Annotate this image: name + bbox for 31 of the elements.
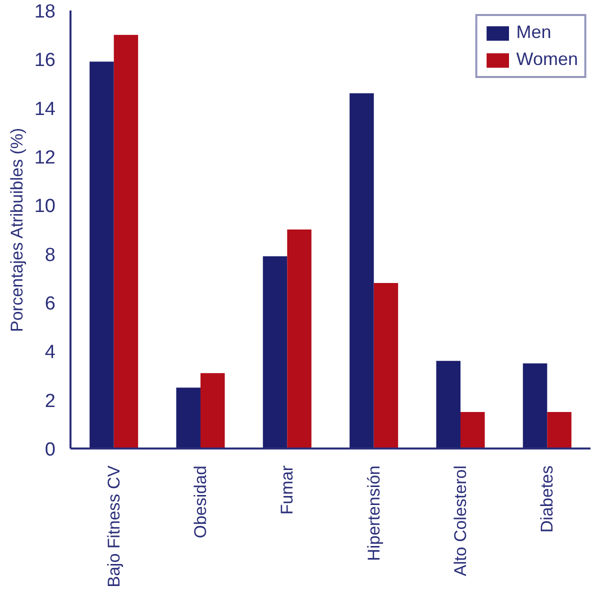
y-tick-label: 14 [34,98,56,120]
y-tick-label: 12 [34,148,56,168]
y-tick-label: 4 [44,342,56,364]
y-tick-label: 6 [44,294,56,314]
y-tick-label: 8 [44,244,56,266]
bar [350,93,374,448]
bar [176,388,200,448]
x-tick-label: Hipertensión [364,465,384,561]
bar [114,34,138,448]
y-tick-label: 16 [34,50,56,72]
x-tick-label: Diabetes [538,465,557,533]
x-tick-label: Alto Colesterol [451,465,470,576]
legend-label: Men [516,22,552,43]
y-tick-label: 18 [34,2,56,22]
y-tick-label: 0 [44,440,56,460]
bar [547,412,572,448]
bar [460,412,485,448]
bar [374,283,398,448]
x-tick-label: Bajo Fitness CV [104,464,124,588]
y-tick-label: 10 [34,196,56,218]
y-axis-title: Porcentajes Atribuibles (%) [7,128,26,332]
bar [287,230,312,448]
bar [436,360,460,448]
x-tick-label: Fumar [278,465,297,515]
bar [200,373,225,448]
y-tick-label: 2 [44,390,56,412]
bar [90,62,114,448]
x-tick-label: Obesidad [191,465,210,538]
bar [262,256,288,448]
bar [522,363,548,448]
legend-label: Women [516,49,578,70]
